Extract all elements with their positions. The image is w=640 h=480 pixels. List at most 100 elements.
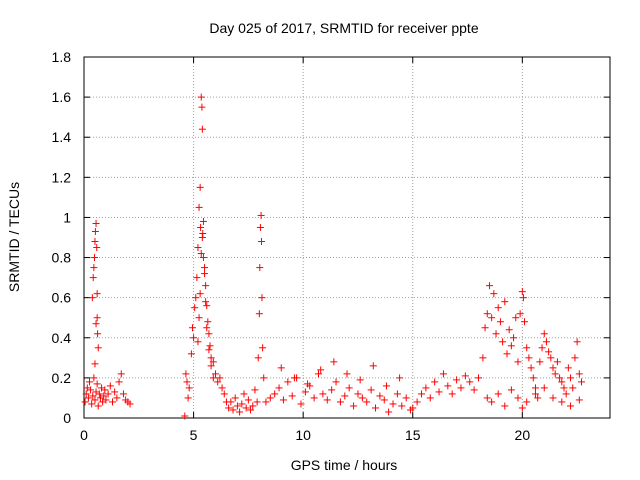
data-point <box>439 370 447 378</box>
data-point <box>558 398 566 406</box>
data-point <box>547 354 555 362</box>
data-point <box>101 386 109 394</box>
y-tick-label: 1.6 <box>52 89 72 105</box>
data-point <box>483 394 491 402</box>
data-point <box>95 390 103 398</box>
data-point <box>198 234 206 241</box>
data-point <box>279 396 287 404</box>
x-tick-label: 20 <box>515 427 531 443</box>
data-point <box>336 398 344 406</box>
x-tick-labels: 0 5 10 15 20 <box>80 427 530 443</box>
data-point <box>256 223 264 231</box>
data-point <box>197 223 205 231</box>
data-point <box>518 404 526 412</box>
data-point <box>371 404 379 412</box>
data-point <box>94 330 102 338</box>
data-point <box>382 382 390 390</box>
data-point <box>448 390 456 398</box>
data-point <box>100 392 108 400</box>
data-point <box>209 374 217 382</box>
data-point <box>202 282 210 290</box>
data-point <box>367 386 375 394</box>
data-point <box>284 378 292 386</box>
data-point <box>523 344 531 352</box>
data-point <box>545 348 553 356</box>
data-point <box>205 346 213 354</box>
data-points <box>81 93 586 420</box>
data-point <box>88 294 96 302</box>
data-point <box>341 392 349 400</box>
data-point <box>512 314 520 322</box>
data-point <box>470 386 478 394</box>
data-point <box>92 219 100 227</box>
y-tick-label: 1 <box>63 209 71 225</box>
data-point <box>578 378 586 386</box>
data-point <box>82 390 90 398</box>
data-point <box>356 376 364 384</box>
data-point <box>104 390 112 398</box>
data-point <box>529 374 537 382</box>
data-point <box>183 378 191 386</box>
data-point <box>501 402 509 410</box>
data-point <box>369 362 377 370</box>
x-tick-label: 0 <box>80 427 88 443</box>
data-point <box>514 394 522 402</box>
data-point <box>209 358 217 366</box>
data-point <box>350 402 358 410</box>
data-point <box>113 394 121 402</box>
data-point <box>119 390 127 398</box>
data-point <box>201 264 209 272</box>
data-point <box>199 254 207 262</box>
y-tick-label: 0.6 <box>52 290 72 306</box>
data-point <box>310 394 318 402</box>
data-point <box>229 406 237 414</box>
data-point <box>567 402 575 410</box>
data-point <box>253 398 261 406</box>
data-point <box>193 274 201 282</box>
data-point <box>518 288 526 296</box>
data-point <box>126 400 134 408</box>
data-point <box>413 398 421 406</box>
data-point <box>389 400 397 408</box>
data-point <box>479 354 487 362</box>
data-point <box>201 270 209 278</box>
data-point <box>551 370 559 378</box>
data-point <box>290 374 298 382</box>
data-point <box>488 398 496 406</box>
data-point <box>236 408 244 416</box>
data-point <box>94 402 102 410</box>
data-point <box>385 408 393 416</box>
data-point <box>560 384 568 392</box>
data-point <box>244 396 252 404</box>
plot-frame <box>83 56 611 419</box>
data-point <box>184 394 192 402</box>
data-point <box>505 326 513 334</box>
data-point <box>573 338 581 346</box>
data-point <box>203 302 211 310</box>
data-point <box>507 342 515 350</box>
data-point <box>494 390 502 398</box>
data-point <box>111 388 119 396</box>
data-point <box>197 250 205 258</box>
data-point <box>93 314 101 322</box>
data-point <box>297 400 305 408</box>
data-point <box>376 392 384 400</box>
data-point <box>575 396 583 404</box>
data-point <box>549 364 557 372</box>
data-point <box>426 394 434 402</box>
data-point <box>485 282 493 290</box>
y-tick-label: 0.8 <box>52 250 72 266</box>
data-point <box>87 386 95 394</box>
data-point <box>198 103 206 111</box>
data-point <box>466 378 474 386</box>
x-tick-label: 10 <box>295 427 311 443</box>
data-point <box>319 390 327 398</box>
data-point <box>575 370 583 378</box>
data-point <box>549 394 557 402</box>
data-point <box>85 378 93 386</box>
data-point <box>510 334 518 342</box>
data-point <box>266 394 274 402</box>
data-point <box>453 376 461 384</box>
y-tick-labels: 0 0.2 0.4 0.6 0.8 1 1.2 1.4 1.6 1.8 <box>52 49 72 426</box>
data-point <box>503 350 511 358</box>
